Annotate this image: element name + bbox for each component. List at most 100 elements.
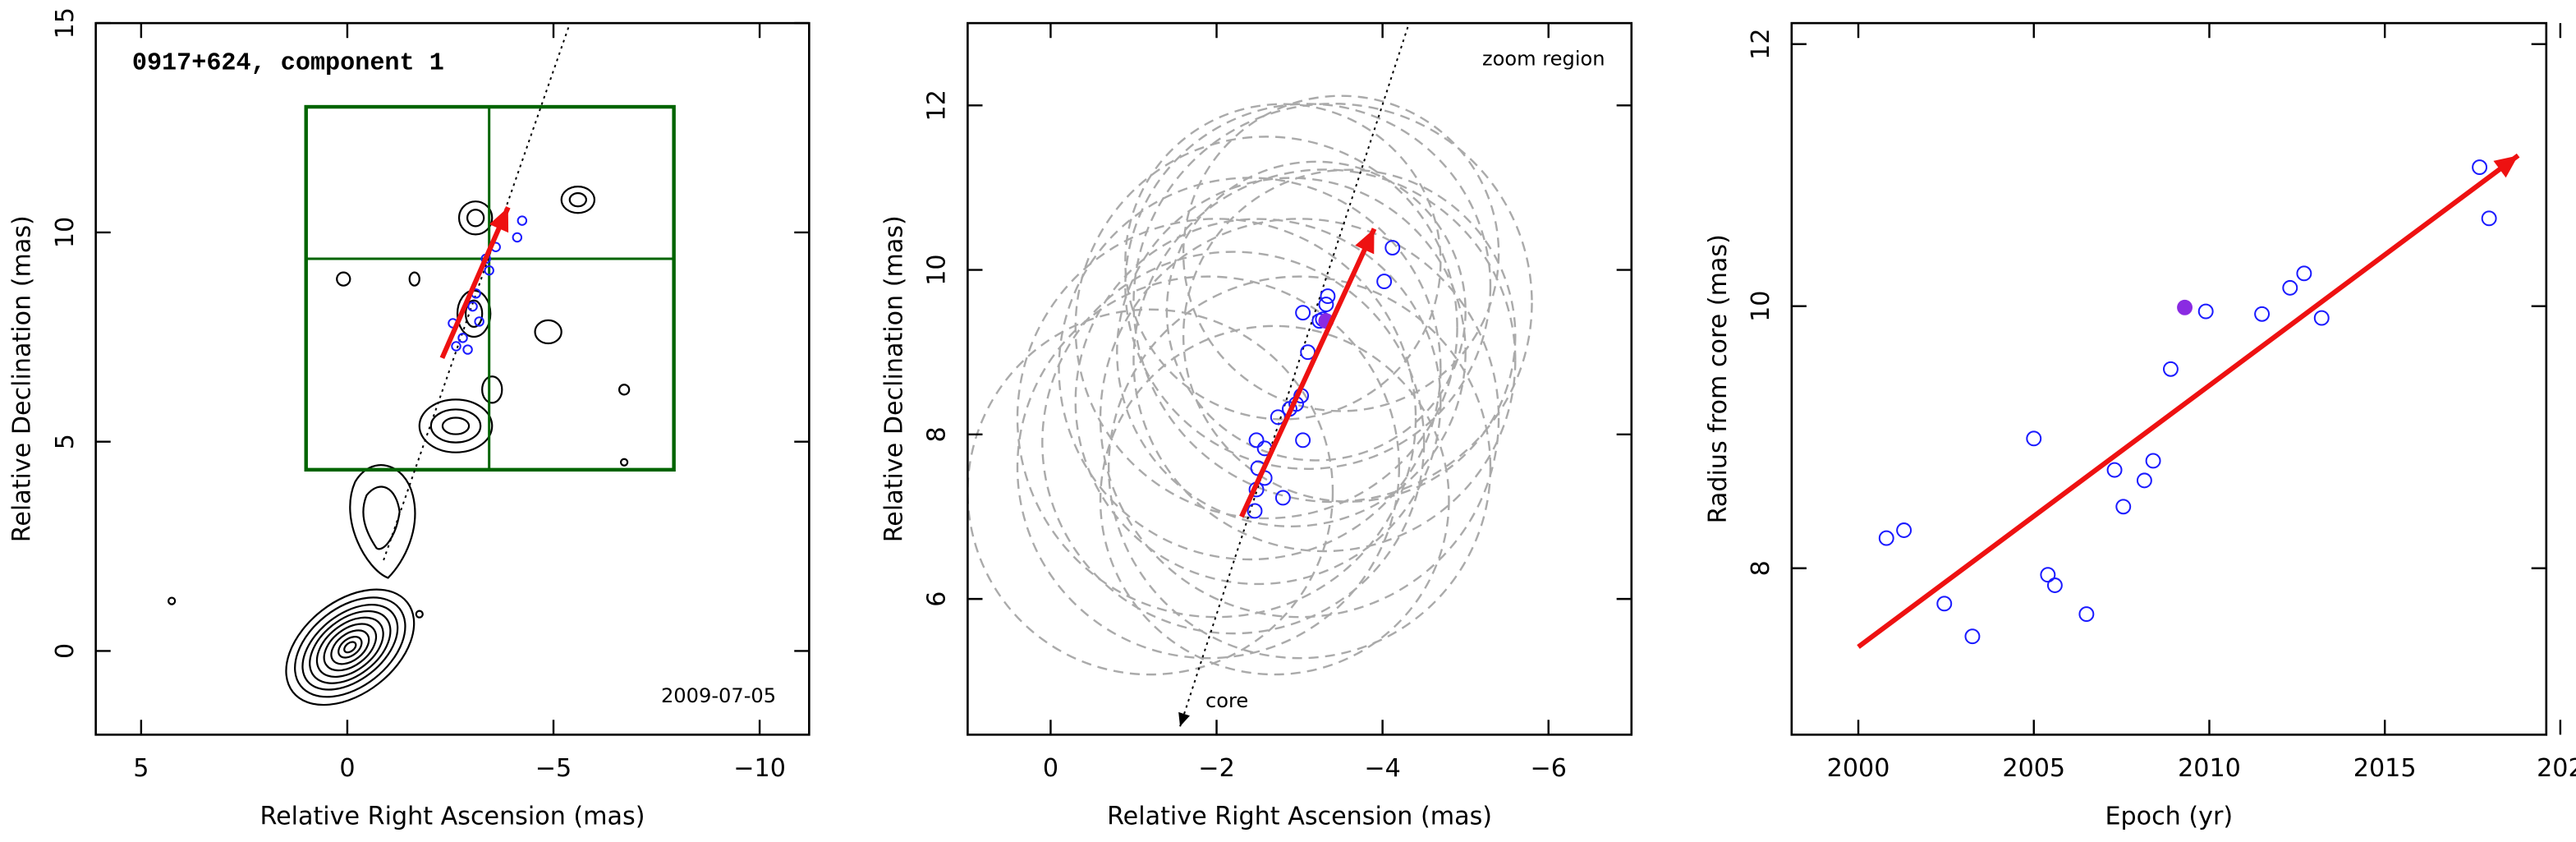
y-axis-label: Radius from core (mas) — [1704, 234, 1733, 523]
data-point — [457, 333, 468, 343]
data-point — [1320, 288, 1336, 305]
arrow-head — [489, 207, 509, 233]
x-tick-label: 2005 — [2002, 754, 2065, 783]
axes-frame — [94, 21, 810, 736]
plot-area — [304, 23, 676, 561]
y-tick-label: 8 — [1747, 560, 1775, 576]
data-point — [1295, 305, 1311, 321]
beam-circle — [1165, 160, 1467, 462]
x-tick-label: −4 — [1364, 754, 1400, 783]
data-point — [1318, 297, 1334, 313]
x-tick-label: −5 — [535, 754, 572, 783]
beam-circle — [1124, 103, 1442, 421]
zoom-note: zoom region — [1482, 47, 1605, 70]
beam-circle — [1107, 275, 1492, 660]
trajectory-line — [1179, 23, 1410, 727]
data-point — [2115, 499, 2132, 515]
beam-circle — [1099, 324, 1450, 676]
beam-circle — [1124, 103, 1492, 470]
beam-circle — [967, 308, 1334, 676]
arrow-head — [2493, 155, 2519, 178]
beam-circle — [1182, 168, 1517, 503]
data-point — [2078, 606, 2095, 623]
y-tick-label: 12 — [923, 90, 952, 121]
beam-circle — [1182, 94, 1500, 412]
data-point — [2313, 310, 2330, 326]
beam-circle — [1074, 136, 1458, 520]
data-point — [2481, 210, 2497, 227]
data-point — [1936, 596, 1953, 612]
beam-circle — [1074, 218, 1442, 586]
data-point — [2162, 361, 2179, 377]
data-point — [2040, 567, 2056, 583]
data-point — [1384, 240, 1401, 255]
motion-arrow — [1857, 153, 2520, 649]
x-tick-label: 5 — [133, 754, 149, 783]
data-point — [2197, 303, 2214, 320]
beam-circle — [1099, 218, 1500, 619]
beam-circle — [1041, 251, 1426, 635]
contours — [168, 186, 631, 706]
beam-circle — [1132, 103, 1533, 504]
data-point — [2472, 159, 2488, 176]
x-tick-label: 2010 — [2178, 754, 2241, 783]
data-point — [1376, 274, 1393, 290]
axes-frame — [1790, 21, 2548, 736]
y-tick-label: 6 — [923, 591, 952, 607]
y-tick-label: 8 — [923, 426, 952, 442]
panel-title: 0917+624, component 1 — [132, 49, 444, 77]
beam-circle — [1016, 275, 1401, 660]
data-point — [2145, 453, 2161, 469]
date-label: 2009-07-05 — [661, 684, 776, 707]
x-tick-label: 2000 — [1827, 754, 1890, 783]
plot-area — [1857, 153, 2520, 649]
y-axis-label: Relative Declination (mas) — [8, 215, 37, 542]
x-tick-label: 202 — [2537, 754, 2576, 783]
motion-arrow — [1239, 228, 1377, 518]
data-point — [1274, 490, 1291, 506]
highlight-point — [2177, 299, 2193, 315]
y-tick-label: 12 — [1747, 28, 1775, 59]
y-tick-label: 0 — [51, 643, 80, 659]
beam-circle — [1132, 168, 1517, 553]
data-point — [484, 265, 494, 276]
y-tick-label: 10 — [1747, 291, 1775, 322]
data-point — [2296, 265, 2312, 282]
data-point — [1248, 432, 1265, 449]
plot-area — [967, 23, 1533, 727]
data-point — [467, 301, 478, 312]
x-tick-label: 2015 — [2353, 754, 2417, 783]
data-point — [1247, 503, 1263, 519]
data-point — [2026, 430, 2042, 447]
core-label: core — [1205, 689, 1248, 712]
y-tick-label: 10 — [51, 217, 80, 248]
motion-arrow — [439, 206, 511, 359]
data-point — [1964, 628, 1981, 645]
x-axis-label: Relative Right Ascension (mas) — [259, 802, 645, 830]
data-point — [474, 316, 484, 327]
arrow-head — [1355, 228, 1375, 255]
data-point — [2046, 577, 2063, 593]
x-tick-label: 0 — [1043, 754, 1058, 783]
y-tick-label: 10 — [923, 254, 952, 285]
x-tick-label: −10 — [733, 754, 786, 783]
y-tick-label: 15 — [51, 7, 80, 39]
trajectory-line — [383, 23, 572, 561]
beam-circle — [1016, 218, 1417, 619]
x-tick-label: 0 — [339, 754, 355, 783]
data-point — [2254, 306, 2271, 322]
data-point — [2282, 279, 2298, 296]
data-point — [512, 232, 523, 243]
data-point — [462, 344, 473, 355]
data-point — [517, 215, 528, 226]
data-point — [451, 341, 461, 352]
data-point — [2106, 462, 2123, 478]
x-tick-label: −6 — [1530, 754, 1566, 783]
arrow-head — [1178, 711, 1190, 727]
data-point — [1878, 530, 1894, 546]
data-point — [1896, 522, 1912, 538]
y-tick-label: 5 — [51, 434, 80, 449]
beam-circle — [1116, 177, 1467, 527]
data-point — [2136, 472, 2152, 489]
